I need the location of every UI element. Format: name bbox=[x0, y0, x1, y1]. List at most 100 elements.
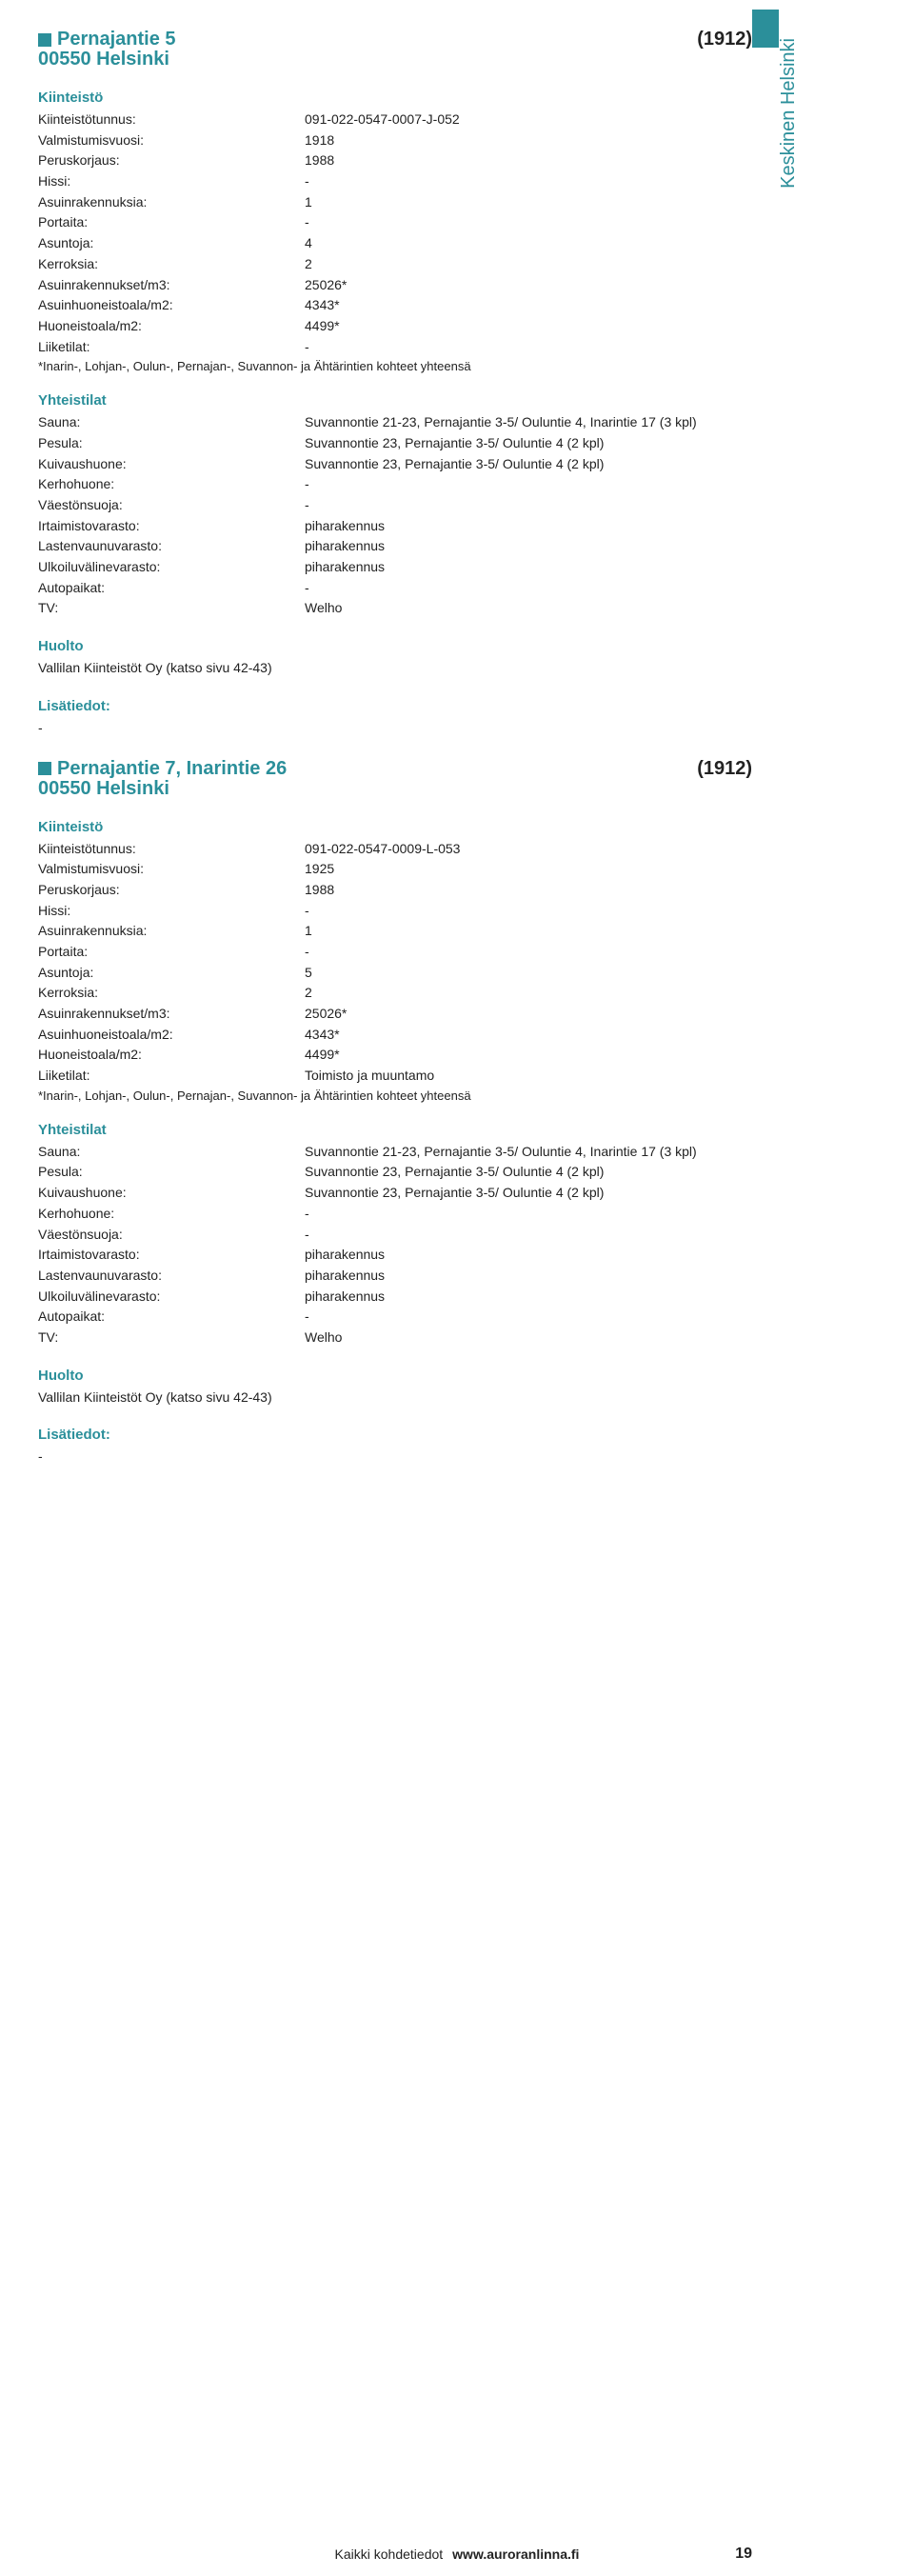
data-row: Irtaimistovarasto:piharakennus bbox=[38, 1245, 752, 1266]
data-row: Väestönsuoja:- bbox=[38, 495, 752, 516]
property-title-text: Pernajantie 5 bbox=[57, 29, 176, 50]
data-row: Asuinrakennukset/m3:25026* bbox=[38, 275, 752, 296]
data-row: Ulkoiluvälinevarasto:piharakennus bbox=[38, 557, 752, 578]
row-label: Irtaimistovarasto: bbox=[38, 1245, 305, 1266]
row-label: Asuntoja: bbox=[38, 963, 305, 984]
row-label: Autopaikat: bbox=[38, 1307, 305, 1328]
huolto-text: Vallilan Kiinteistöt Oy (katso sivu 42-4… bbox=[38, 1388, 752, 1408]
row-value: - bbox=[305, 474, 752, 495]
row-label: Peruskorjaus: bbox=[38, 150, 305, 171]
huolto-text: Vallilan Kiinteistöt Oy (katso sivu 42-4… bbox=[38, 658, 752, 679]
row-label: Asuinrakennuksia: bbox=[38, 192, 305, 213]
row-value: Toimisto ja muuntamo bbox=[305, 1066, 752, 1087]
data-row: Asuntoja:5 bbox=[38, 963, 752, 984]
row-label: Kiinteistötunnus: bbox=[38, 110, 305, 130]
row-value: - bbox=[305, 1307, 752, 1328]
row-value: - bbox=[305, 1225, 752, 1246]
row-label: Liiketilat: bbox=[38, 1066, 305, 1087]
data-row: Asuinrakennuksia:1 bbox=[38, 192, 752, 213]
row-value: - bbox=[305, 171, 752, 192]
data-row: Huoneistoala/m2:4499* bbox=[38, 1045, 752, 1066]
kiinteisto-rows-0: Kiinteistötunnus:091-022-0547-0007-J-052… bbox=[38, 110, 752, 357]
data-row: Lastenvaunuvarasto:piharakennus bbox=[38, 536, 752, 557]
section-head-lisatiedot: Lisätiedot: bbox=[38, 1427, 752, 1443]
square-icon bbox=[38, 33, 51, 47]
row-label: Kerhohuone: bbox=[38, 474, 305, 495]
row-value: 4499* bbox=[305, 1045, 752, 1066]
data-row: Kerhohuone:- bbox=[38, 1204, 752, 1225]
row-label: Asuinrakennukset/m3: bbox=[38, 275, 305, 296]
data-row: Asuinhuoneistoala/m2:4343* bbox=[38, 1025, 752, 1046]
footer-url: www.auroranlinna.fi bbox=[452, 2546, 579, 2562]
data-row: Asuinrakennuksia:1 bbox=[38, 921, 752, 942]
lisatiedot-text: - bbox=[38, 1447, 752, 1468]
row-value: 1 bbox=[305, 921, 752, 942]
row-label: Väestönsuoja: bbox=[38, 495, 305, 516]
row-value: Suvannontie 23, Pernajantie 3-5/ Oulunti… bbox=[305, 433, 752, 454]
row-label: Lastenvaunuvarasto: bbox=[38, 536, 305, 557]
row-value: Suvannontie 23, Pernajantie 3-5/ Oulunti… bbox=[305, 1162, 752, 1183]
data-row: Huoneistoala/m2:4499* bbox=[38, 316, 752, 337]
row-label: Portaita: bbox=[38, 942, 305, 963]
row-value: piharakennus bbox=[305, 1245, 752, 1266]
property-title: Pernajantie 5 bbox=[38, 29, 176, 50]
kiinteisto-rows-1: Kiinteistötunnus:091-022-0547-0009-L-053… bbox=[38, 839, 752, 1087]
row-label: TV: bbox=[38, 1328, 305, 1348]
section-head-kiinteisto: Kiinteistö bbox=[38, 819, 752, 835]
row-label: Asuinhuoneistoala/m2: bbox=[38, 1025, 305, 1046]
row-value: 2 bbox=[305, 254, 752, 275]
data-row: Lastenvaunuvarasto:piharakennus bbox=[38, 1266, 752, 1287]
row-label: Ulkoiluvälinevarasto: bbox=[38, 1287, 305, 1308]
row-value: piharakennus bbox=[305, 1266, 752, 1287]
data-row: Valmistumisvuosi:1925 bbox=[38, 859, 752, 880]
row-value: 091-022-0547-0009-L-053 bbox=[305, 839, 752, 860]
row-value: 4343* bbox=[305, 1025, 752, 1046]
row-value: - bbox=[305, 942, 752, 963]
row-label: Peruskorjaus: bbox=[38, 880, 305, 901]
property-city: 00550 Helsinki bbox=[38, 778, 287, 800]
row-value: 4 bbox=[305, 233, 752, 254]
yhteistilat-rows-0: Sauna:Suvannontie 21-23, Pernajantie 3-5… bbox=[38, 412, 752, 619]
row-value: 1988 bbox=[305, 150, 752, 171]
row-value: Suvannontie 23, Pernajantie 3-5/ Oulunti… bbox=[305, 454, 752, 475]
kiinteisto-note: *Inarin-, Lohjan-, Oulun-, Pernajan-, Su… bbox=[38, 359, 752, 373]
row-value: Suvannontie 21-23, Pernajantie 3-5/ Oulu… bbox=[305, 412, 752, 433]
data-row: Väestönsuoja:- bbox=[38, 1225, 752, 1246]
row-label: Asuinrakennuksia: bbox=[38, 921, 305, 942]
row-label: Kerhohuone: bbox=[38, 1204, 305, 1225]
row-label: Ulkoiluvälinevarasto: bbox=[38, 557, 305, 578]
row-value: - bbox=[305, 901, 752, 922]
data-row: Kerhohuone:- bbox=[38, 474, 752, 495]
row-value: 4343* bbox=[305, 295, 752, 316]
row-value: 1925 bbox=[305, 859, 752, 880]
row-value: - bbox=[305, 337, 752, 358]
row-label: TV: bbox=[38, 598, 305, 619]
data-row: Pesula:Suvannontie 23, Pernajantie 3-5/ … bbox=[38, 1162, 752, 1183]
row-label: Asuinhuoneistoala/m2: bbox=[38, 295, 305, 316]
row-label: Hissi: bbox=[38, 901, 305, 922]
row-label: Asuntoja: bbox=[38, 233, 305, 254]
section-head-huolto: Huolto bbox=[38, 638, 752, 654]
row-label: Valmistumisvuosi: bbox=[38, 859, 305, 880]
row-value: 25026* bbox=[305, 275, 752, 296]
row-label: Irtaimistovarasto: bbox=[38, 516, 305, 537]
lisatiedot-text: - bbox=[38, 718, 752, 739]
row-value: Suvannontie 21-23, Pernajantie 3-5/ Oulu… bbox=[305, 1142, 752, 1163]
page: Keskinen Helsinki Pernajantie 5 00550 He… bbox=[0, 0, 914, 2576]
row-label: Lastenvaunuvarasto: bbox=[38, 1266, 305, 1287]
data-row: Asuinhuoneistoala/m2:4343* bbox=[38, 295, 752, 316]
row-value: 091-022-0547-0007-J-052 bbox=[305, 110, 752, 130]
row-value: Welho bbox=[305, 598, 752, 619]
row-label: Kuivaushuone: bbox=[38, 1183, 305, 1204]
row-label: Kuivaushuone: bbox=[38, 454, 305, 475]
row-value: 25026* bbox=[305, 1004, 752, 1025]
data-row: Liiketilat:Toimisto ja muuntamo bbox=[38, 1066, 752, 1087]
row-value: 1988 bbox=[305, 880, 752, 901]
property-code: (1912) bbox=[697, 758, 752, 780]
footer-text: Kaikki kohdetiedot bbox=[335, 2546, 444, 2562]
row-label: Hissi: bbox=[38, 171, 305, 192]
data-row: Hissi:- bbox=[38, 901, 752, 922]
row-value: Suvannontie 23, Pernajantie 3-5/ Oulunti… bbox=[305, 1183, 752, 1204]
data-row: Ulkoiluvälinevarasto:piharakennus bbox=[38, 1287, 752, 1308]
row-label: Liiketilat: bbox=[38, 337, 305, 358]
